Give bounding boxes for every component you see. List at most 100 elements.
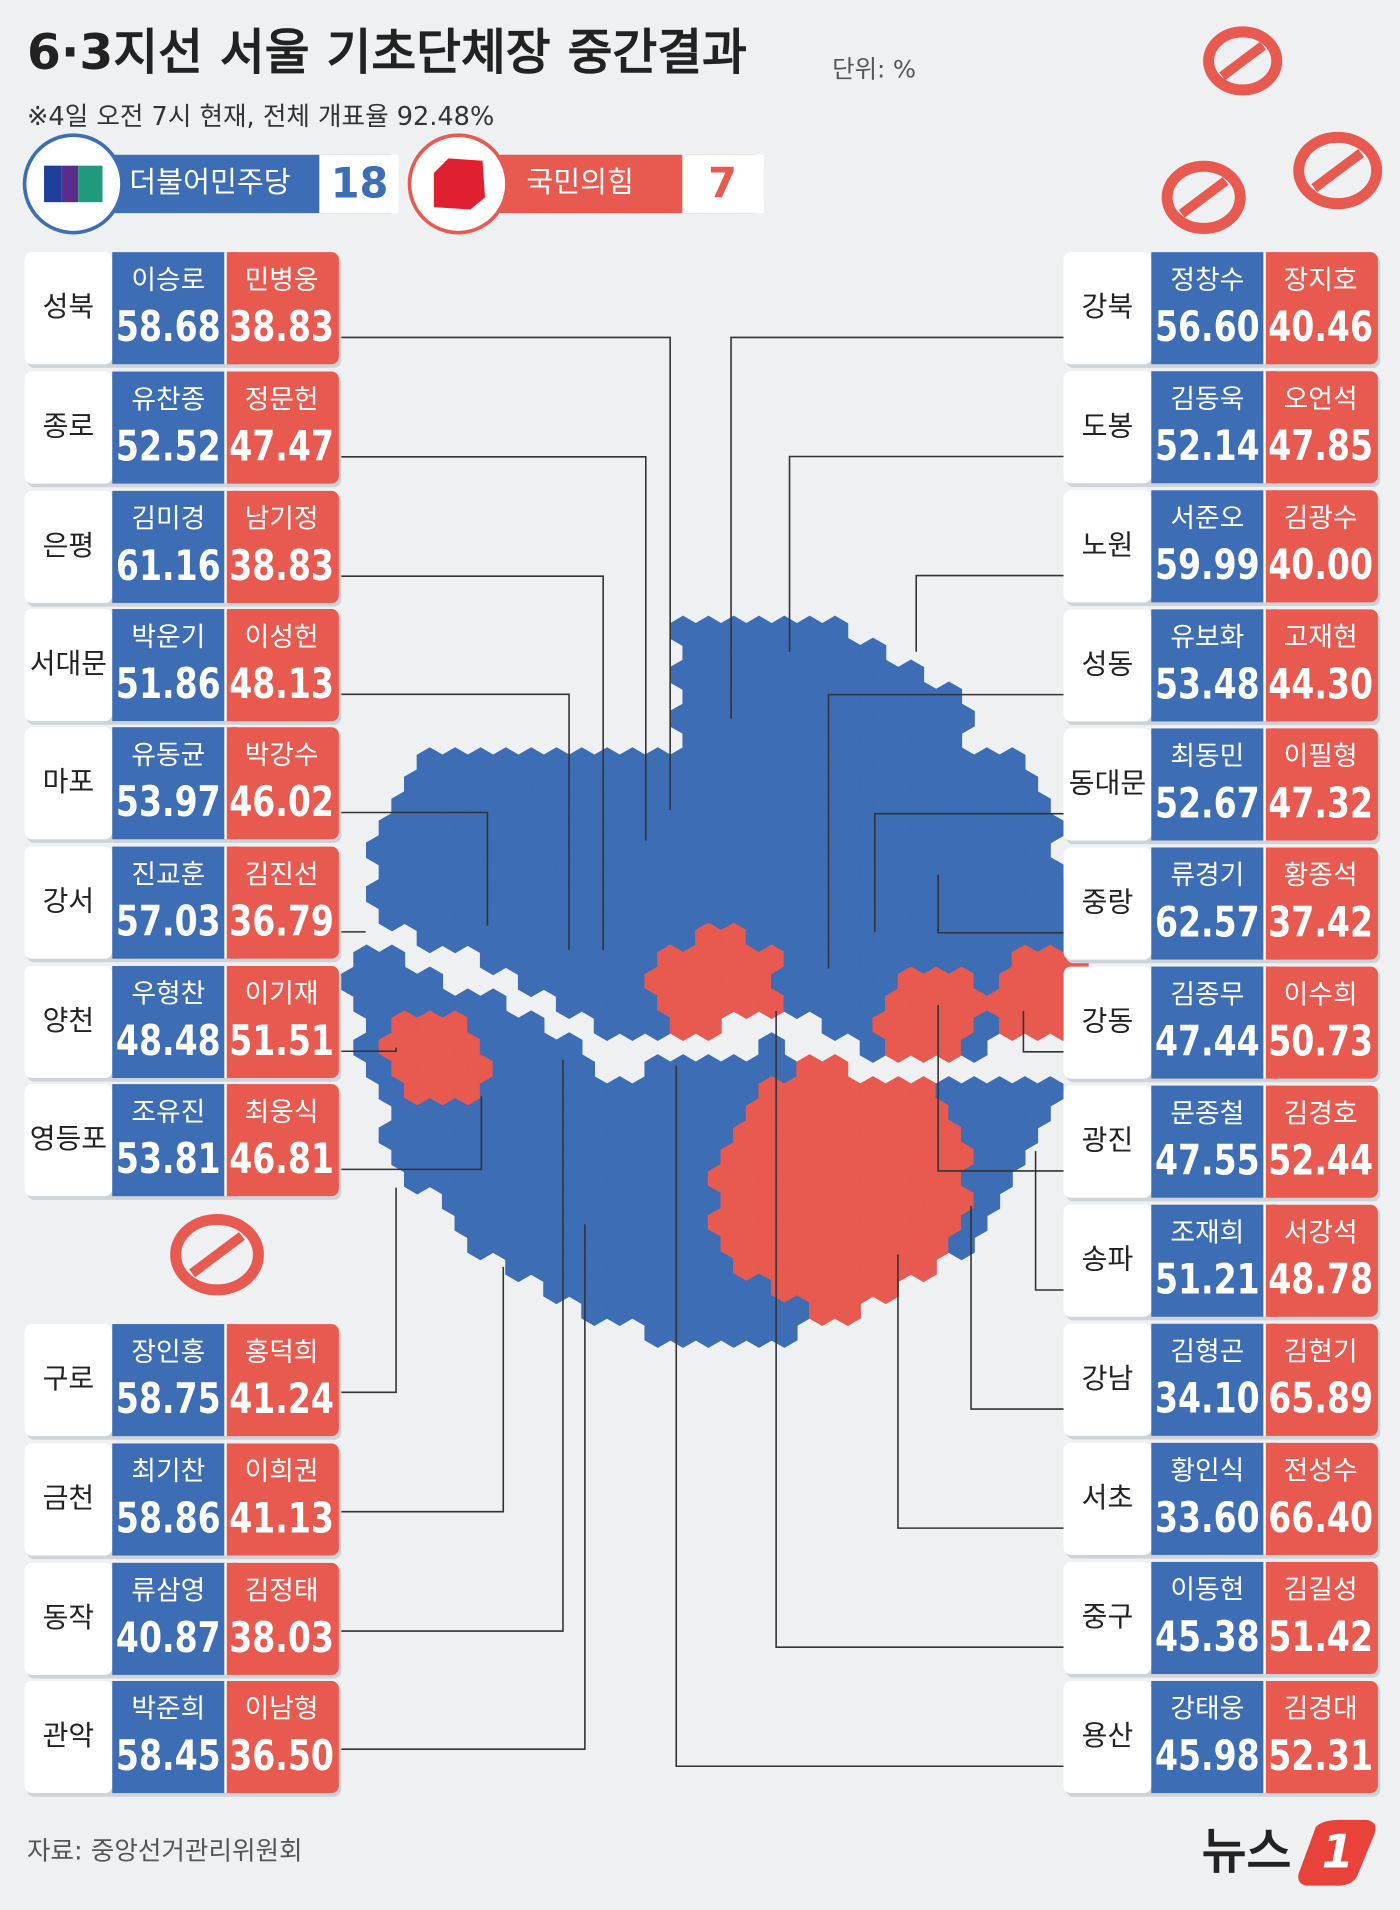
- dem-value: 56.60: [1155, 303, 1260, 351]
- ppp-value: 41.13: [229, 1494, 334, 1542]
- district-card: 노원 서준오 59.99 김광수 40.00: [1063, 490, 1381, 607]
- district-name: 관악: [43, 1719, 95, 1752]
- connectors: [341, 336, 1064, 1768]
- hex: [771, 1317, 798, 1348]
- dem-box: [1151, 1442, 1265, 1555]
- icon-part: [44, 165, 62, 203]
- district-name: 강동: [1082, 1005, 1134, 1038]
- ppp-box-left: [1264, 609, 1277, 722]
- ppp-value: 52.44: [1268, 1137, 1373, 1185]
- dem-value: 58.68: [116, 303, 221, 351]
- dem-box: [112, 1324, 226, 1437]
- ppp-box: [225, 1443, 339, 1556]
- dem-candidate: 김형곤: [1170, 1337, 1244, 1368]
- ppp-candidate: 김광수: [1284, 503, 1358, 534]
- connector: [341, 1266, 505, 1513]
- ppp-candidate: 김경호: [1284, 1098, 1358, 1129]
- dem-candidate: 장인홍: [131, 1337, 205, 1368]
- district-name: 중랑: [1082, 886, 1134, 919]
- logo: 뉴스 1: [1202, 1819, 1376, 1886]
- dem-candidate: 우형찬: [131, 979, 205, 1010]
- district-name: 송파: [1082, 1243, 1134, 1276]
- district-card: 성동 유보화 53.48 고재현 44.30: [1063, 609, 1381, 726]
- dem-box: [112, 1680, 226, 1794]
- dem-value: 61.16: [116, 542, 221, 590]
- connector: [675, 1065, 1064, 1768]
- district-card: 서대문 박운기 51.86 이성헌 48.13: [24, 609, 342, 725]
- district-card: 동작 류삼영 40.87 김정태 38.03: [24, 1562, 342, 1679]
- dem-box: [112, 965, 226, 1079]
- name-box: [1063, 1561, 1152, 1674]
- ppp-candidate: 남기정: [245, 504, 319, 535]
- name-box: [1063, 609, 1152, 722]
- connector: [341, 1096, 483, 1171]
- ppp-candidate: 전성수: [1284, 1456, 1358, 1487]
- district-name: 마포: [43, 765, 95, 798]
- name-box: [1063, 490, 1152, 603]
- connector: [827, 693, 1064, 969]
- connector: [915, 574, 1064, 652]
- district-card: 종로 유찬종 52.52 정문헌 47.47: [24, 371, 342, 488]
- ppp-box: [1264, 1204, 1378, 1317]
- logo-badge: [1298, 1819, 1376, 1886]
- ppp-box-left: [1264, 847, 1277, 960]
- dem-candidate: 유보화: [1170, 622, 1244, 653]
- name-box: [24, 371, 113, 484]
- ppp-candidate: 이기재: [245, 979, 319, 1010]
- ppp-value: 37.42: [1268, 898, 1373, 946]
- dem-candidate: 이동현: [1170, 1575, 1244, 1606]
- ppp-value: 47.47: [229, 422, 334, 470]
- ppp-box-left: [1264, 371, 1277, 484]
- name-box: [24, 1324, 113, 1437]
- ppp-box-left: [1264, 1085, 1277, 1198]
- ppp-value: 38.83: [229, 303, 334, 351]
- dem-box: [112, 1562, 226, 1675]
- dem-value: 52.52: [116, 422, 221, 470]
- district-name: 노원: [1082, 528, 1134, 561]
- ppp-candidate: 이남형: [245, 1694, 319, 1725]
- ppp-value: 50.73: [1268, 1018, 1373, 1066]
- dem-candidate: 진교훈: [131, 859, 205, 890]
- ppp-box: [1264, 490, 1378, 603]
- hex: [960, 1032, 988, 1063]
- connector: [341, 336, 671, 811]
- dem-candidate: 이승로: [131, 265, 205, 296]
- ppp-box-left: [1264, 966, 1277, 1079]
- name-box: [24, 252, 113, 365]
- connector: [937, 1004, 1064, 1172]
- dem-candidate: 박운기: [131, 622, 205, 653]
- connector: [730, 336, 1064, 719]
- icon-part: [61, 165, 79, 203]
- dem-box: [1151, 1680, 1265, 1794]
- district-card: 강북 정창수 56.60 장지호 40.46: [1063, 252, 1381, 368]
- district-cards: 성북 이승로 58.68 민병웅 38.83 종로 유찬종 52.52 정문헌 47.47 은평 김미…: [24, 252, 1381, 1797]
- ppp-box: [225, 609, 339, 722]
- dem-value: 58.75: [116, 1375, 221, 1423]
- dem-value: 53.97: [116, 778, 221, 826]
- district-card: 도봉 김동욱 52.14 오언석 47.85: [1063, 371, 1381, 487]
- ppp-box-left: [225, 1443, 238, 1556]
- ppp-candidate: 홍덕희: [245, 1337, 319, 1368]
- district-name: 성동: [1082, 647, 1134, 680]
- district-name: 동작: [43, 1601, 95, 1634]
- ppp-box: [225, 846, 339, 959]
- dem-value: 34.10: [1155, 1375, 1260, 1423]
- connector: [341, 811, 489, 926]
- ppp-box: [1264, 1323, 1378, 1436]
- ppp-value: 51.51: [229, 1017, 334, 1065]
- dem-candidate: 류삼영: [131, 1576, 205, 1607]
- name-box: [24, 1562, 113, 1675]
- legend-party: 국민의힘: [526, 165, 634, 199]
- ppp-box-left: [1264, 252, 1277, 365]
- ppp-box-left: [225, 846, 238, 959]
- district-name: 강남: [1082, 1362, 1134, 1395]
- district-name: 금천: [43, 1481, 95, 1514]
- dem-value: 33.60: [1155, 1494, 1260, 1542]
- district-card: 서초 황인식 33.60 전성수 66.40: [1063, 1442, 1381, 1559]
- dem-candidate: 김미경: [131, 504, 205, 535]
- dem-value: 51.86: [116, 660, 221, 708]
- stamp: [170, 1213, 264, 1296]
- ppp-box-left: [1264, 1442, 1277, 1555]
- district-card: 양천 우형찬 48.48 이기재 51.51: [24, 965, 342, 1082]
